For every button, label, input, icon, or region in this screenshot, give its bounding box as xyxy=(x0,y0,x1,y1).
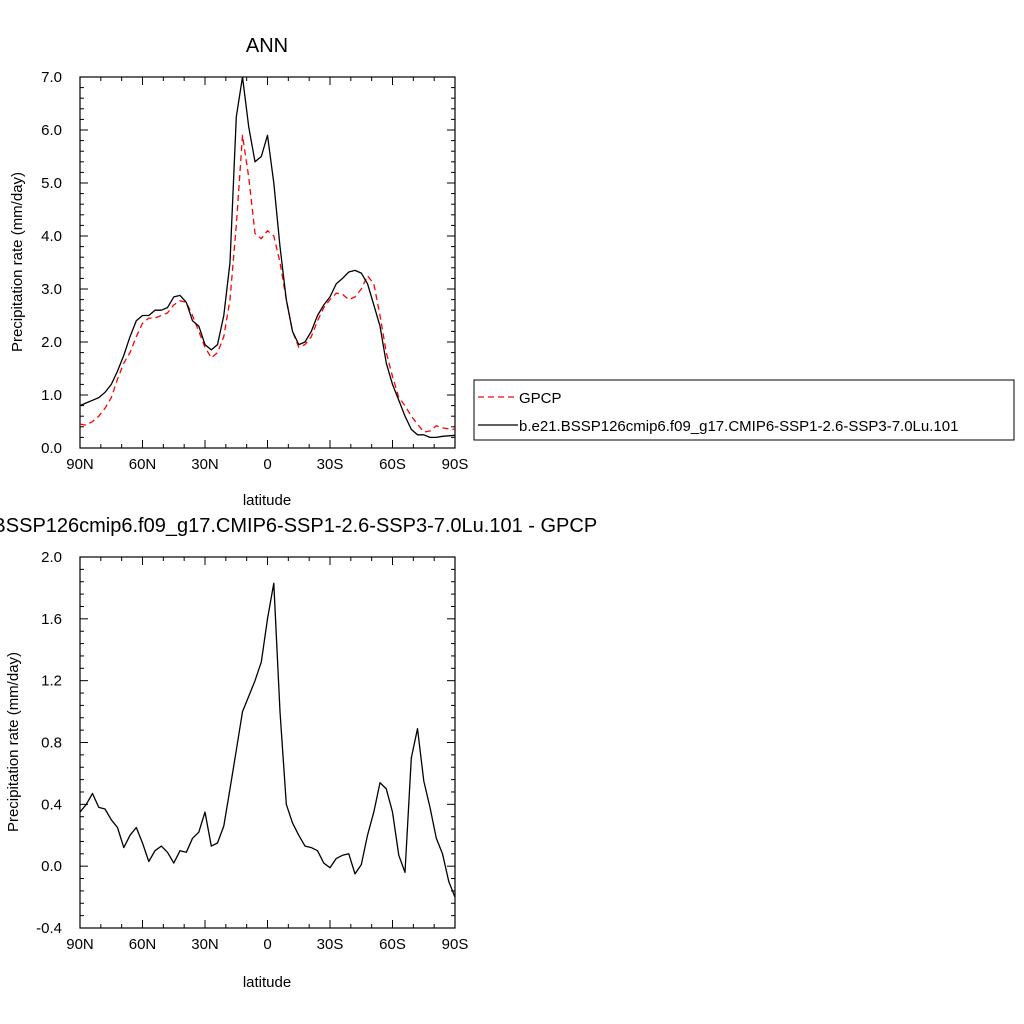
x-tick-label: 0 xyxy=(263,936,271,953)
difference-panel: b.e21.BSSP126cmip6.f09_g17.CMIP6-SSP1-2.… xyxy=(0,515,597,991)
series-line-difference xyxy=(79,582,456,898)
plot-area: 90N 60N 30N 0 30S 60S 90S -0.4 0.0 0.4 0.8 1.2 1.6 2.… xyxy=(36,549,468,953)
x-tick-label: 90N xyxy=(66,456,94,473)
x-tick-label: 60S xyxy=(379,936,406,953)
series-line-gpcp xyxy=(79,134,456,433)
plot-area: 90N 60N 30N 0 30S 60S 90S 0.0 1.0 2.0 3.0 4.0 5.0 6.0… xyxy=(41,69,468,473)
y-tick-label: 4.0 xyxy=(41,228,62,245)
y-tick-label: 1.0 xyxy=(41,387,62,404)
x-tick-label: 30N xyxy=(191,936,219,953)
x-tick-label: 30S xyxy=(317,456,344,473)
x-tick-label: 90S xyxy=(442,456,469,473)
x-tick-label: 60N xyxy=(129,456,157,473)
y-tick-label: 5.0 xyxy=(41,175,62,192)
x-tick-label: 30S xyxy=(317,936,344,953)
legend-box xyxy=(473,379,1015,441)
y-tick-label: -0.4 xyxy=(36,920,62,937)
y-tick-label: 7.0 xyxy=(41,69,62,86)
plot-frame xyxy=(79,556,456,929)
x-tick-label: 30N xyxy=(191,456,219,473)
y-tick-label: 1.2 xyxy=(41,673,62,690)
chart-title: ANN xyxy=(246,35,288,57)
legend-model-label: b.e21.BSSP126cmip6.f09_g17.CMIP6-SSP1-2.… xyxy=(519,418,958,435)
x-axis-label: latitude xyxy=(243,974,291,991)
legend-gpcp-label: GPCP xyxy=(519,390,562,407)
y-tick-label: 6.0 xyxy=(41,122,62,139)
plot-frame xyxy=(79,76,456,449)
chart-title: b.e21.BSSP126cmip6.f09_g17.CMIP6-SSP1-2.… xyxy=(0,515,597,537)
y-tick-label: 0.4 xyxy=(41,796,62,813)
annual-mean-panel: ANN latitude Precipitation rate (mm/day)… xyxy=(9,35,468,509)
x-tick-label: 90S xyxy=(442,936,469,953)
y-tick-label: 3.0 xyxy=(41,281,62,298)
x-axis-label: latitude xyxy=(243,492,291,509)
y-tick-label: 2.0 xyxy=(41,334,62,351)
y-axis-label: Precipitation rate (mm/day) xyxy=(5,652,22,832)
series-line-b-e21-bssp126cmip6-f09-g xyxy=(79,76,456,439)
y-axis-label: Precipitation rate (mm/day) xyxy=(9,172,26,352)
y-tick-label: 1.6 xyxy=(41,611,62,628)
x-tick-label: 90N xyxy=(66,936,94,953)
y-tick-label: 0.0 xyxy=(41,440,62,457)
legend: GPCP b.e21.BSSP126cmip6.f09_g17.CMIP6-SS… xyxy=(473,379,1015,441)
y-tick-label: 0.8 xyxy=(41,735,62,752)
x-tick-label: 0 xyxy=(263,456,271,473)
x-tick-label: 60N xyxy=(129,936,157,953)
y-tick-label: 2.0 xyxy=(41,549,62,566)
y-tick-label: 0.0 xyxy=(41,858,62,875)
x-tick-label: 60S xyxy=(379,456,406,473)
